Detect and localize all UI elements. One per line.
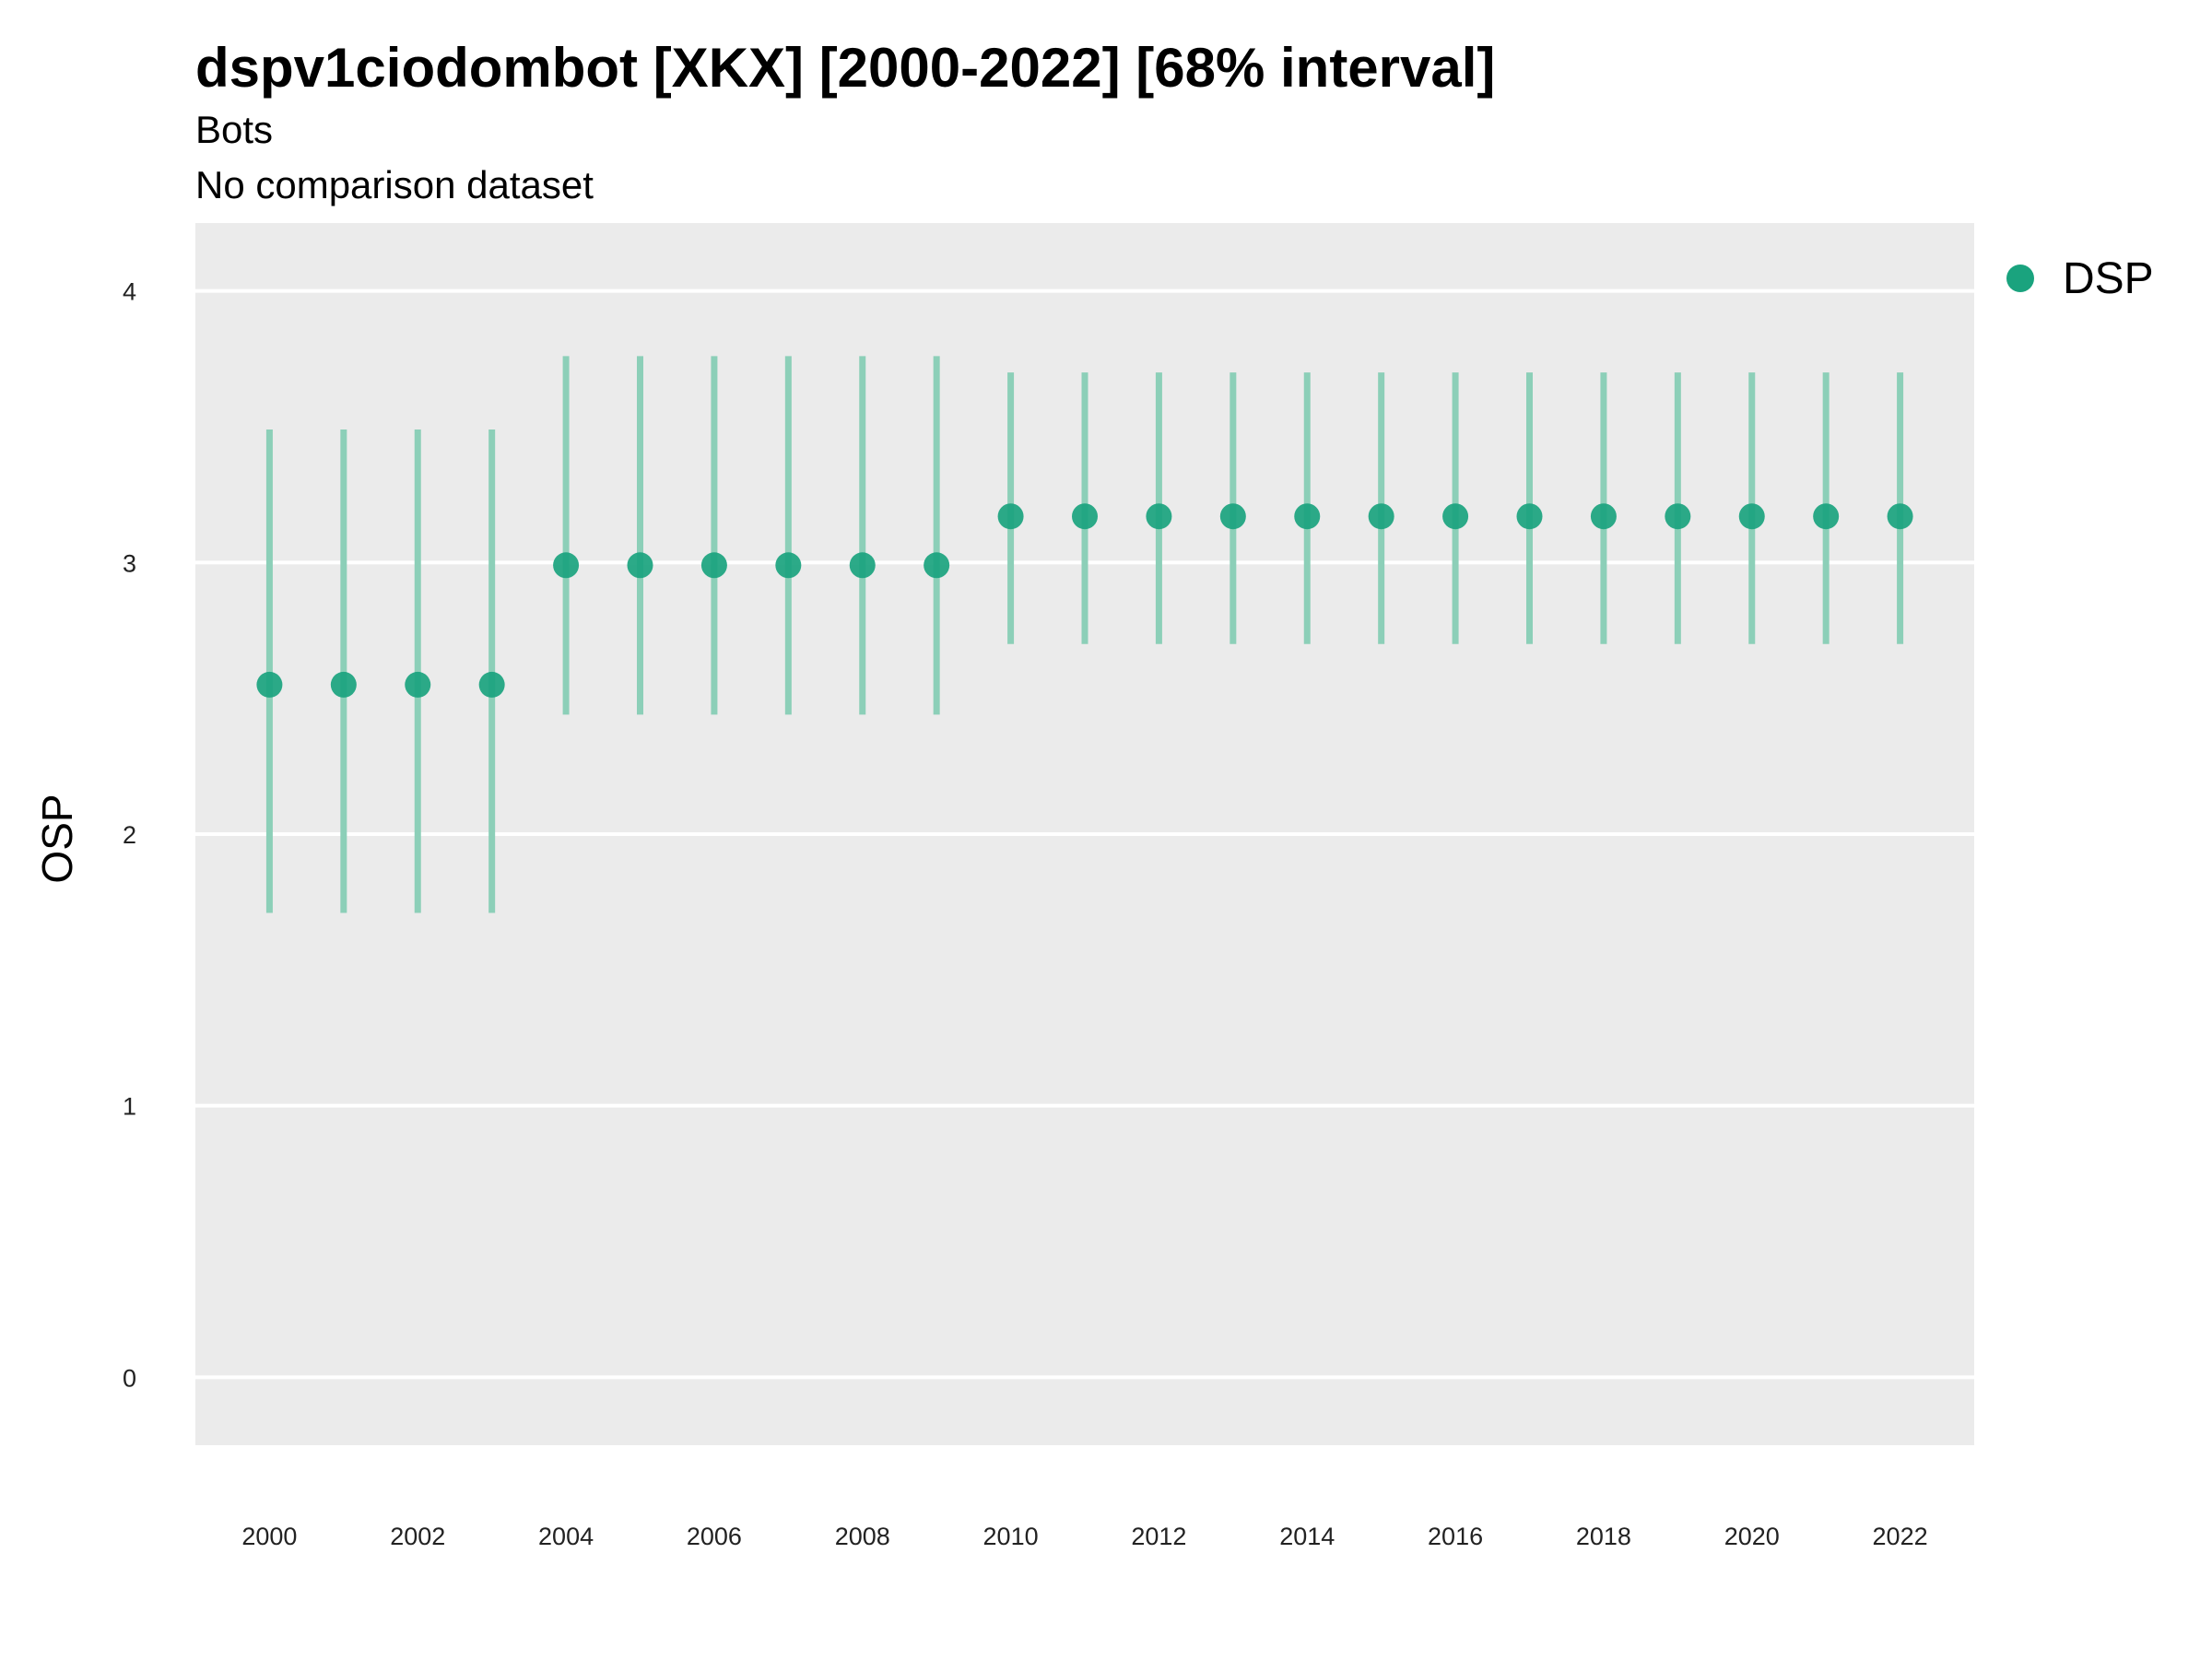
data-points	[256, 503, 1913, 698]
x-tick-label: 2008	[835, 1523, 890, 1550]
data-point	[1516, 503, 1543, 530]
data-point	[924, 552, 950, 579]
data-point	[1219, 503, 1246, 530]
chart-subtitle: Bots	[195, 108, 273, 151]
y-tick-label: 3	[123, 549, 136, 577]
x-tick-label: 2004	[538, 1523, 594, 1550]
data-point	[1738, 503, 1765, 530]
x-tick-label: 2020	[1724, 1523, 1780, 1550]
data-point	[1887, 503, 1913, 530]
legend-label-dsp: DSP	[2063, 254, 2154, 303]
y-tick-label: 0	[123, 1364, 136, 1392]
data-point	[478, 671, 505, 698]
y-tick-label: 2	[123, 821, 136, 849]
data-point	[553, 552, 580, 579]
legend: DSP	[2006, 254, 2154, 303]
x-tick-label: 2006	[687, 1523, 742, 1550]
data-point	[849, 552, 876, 579]
y-tick-label: 4	[123, 278, 136, 306]
y-tick-label: 1	[123, 1093, 136, 1121]
data-point	[1368, 503, 1394, 530]
x-tick-label: 2012	[1131, 1523, 1186, 1550]
legend-marker-dsp	[2006, 265, 2034, 292]
data-point	[775, 552, 802, 579]
data-point	[256, 671, 283, 698]
y-axis-ticks: 0 1 2 3 4	[123, 278, 136, 1393]
data-point	[1813, 503, 1840, 530]
x-tick-label: 2000	[241, 1523, 297, 1550]
data-point	[1072, 503, 1098, 530]
x-tick-label: 2010	[983, 1523, 1039, 1550]
data-point	[330, 671, 357, 698]
y-axis-title: OSP	[33, 794, 81, 883]
x-tick-label: 2014	[1279, 1523, 1335, 1550]
data-point	[1665, 503, 1691, 530]
data-point	[1294, 503, 1321, 530]
x-tick-label: 2002	[390, 1523, 445, 1550]
data-point	[700, 552, 727, 579]
data-point	[1146, 503, 1172, 530]
x-tick-label: 2022	[1873, 1523, 1928, 1550]
data-point	[997, 503, 1024, 530]
data-point	[405, 671, 431, 698]
data-point	[1590, 503, 1617, 530]
chart-title: dspv1ciodombot [XKX] [2000-2022] [68% in…	[195, 37, 1495, 99]
x-tick-label: 2018	[1576, 1523, 1631, 1550]
chart-caption: No comparison dataset	[195, 163, 594, 206]
data-point	[1442, 503, 1469, 530]
data-point	[627, 552, 653, 579]
x-tick-label: 2016	[1428, 1523, 1483, 1550]
x-axis-ticks: 2000 2002 2004 2006 2008 2010 2012 2014 2016 2018…	[241, 1523, 1927, 1550]
